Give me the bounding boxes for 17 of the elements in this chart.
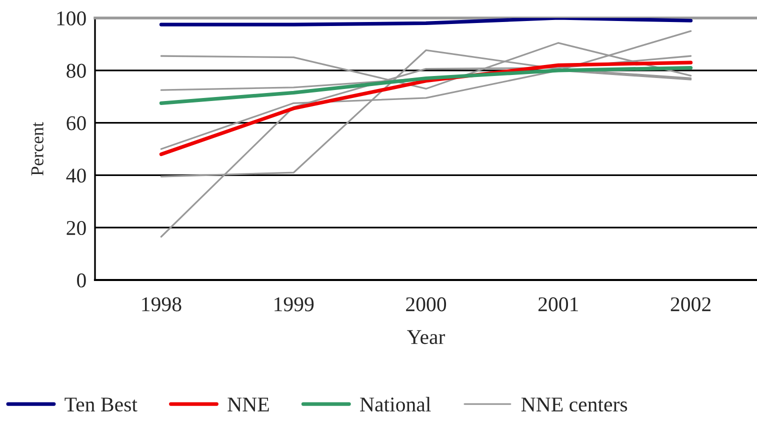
legend-label: NNE centers bbox=[521, 398, 628, 412]
y-tick-label: 0 bbox=[77, 273, 86, 288]
x-tick-label: 1998 bbox=[142, 297, 182, 312]
x-tick-label: 2000 bbox=[406, 297, 446, 312]
y-tick-label: 20 bbox=[66, 220, 86, 236]
legend-label: NNE bbox=[228, 398, 269, 412]
x-axis-title: Year bbox=[407, 330, 446, 344]
legend-label: National bbox=[360, 396, 431, 412]
y-tick-label: 100 bbox=[57, 11, 86, 26]
y-axis-title: Percent bbox=[31, 122, 44, 176]
x-tick-label: 1999 bbox=[274, 297, 314, 312]
y-tick-label: 80 bbox=[66, 64, 86, 78]
x-tick-label: 2001 bbox=[538, 297, 578, 312]
y-tick-label: 60 bbox=[66, 116, 86, 130]
legend-label: Ten Best bbox=[64, 398, 138, 412]
y-tick-label: 40 bbox=[66, 168, 86, 183]
x-tick-label: 2002 bbox=[670, 297, 710, 312]
